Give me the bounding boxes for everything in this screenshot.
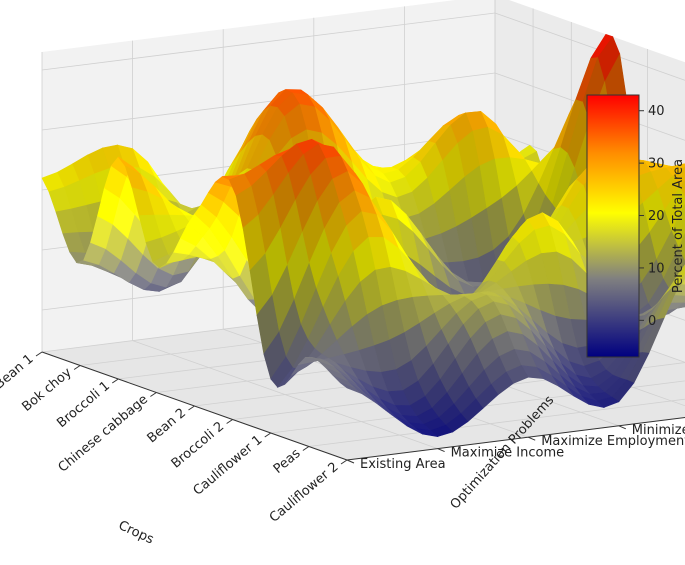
crop-tick-label: Bok choy — [19, 365, 75, 415]
grid-line-z — [41, 12, 685, 81]
colorbar-tick-label: 40 — [648, 104, 665, 119]
crop-tick — [35, 351, 43, 357]
problem-tick-label: Minimize Fertilizer — [632, 423, 685, 438]
problem-tick-label: Existing Area — [360, 457, 446, 472]
crop-tick — [340, 459, 348, 465]
problem-tick — [346, 459, 355, 464]
colorbar-tick-label: 20 — [648, 209, 665, 224]
surface-patch — [339, 382, 363, 395]
colorbar-label: Percent of Total Area — [671, 159, 685, 293]
crop-tick — [264, 432, 272, 438]
crop-tick-label: Peas — [271, 446, 304, 477]
crop-tick-label: Chinese cabbage — [56, 392, 151, 475]
crop-tick — [188, 405, 195, 411]
grid-line-z — [41, 72, 685, 141]
problem-tick — [618, 425, 626, 430]
crop-tick — [150, 392, 157, 397]
problem-tick — [437, 448, 445, 453]
colorbar-tick-label: 10 — [648, 261, 665, 276]
crop-tick-label: Bean 1 — [0, 352, 37, 393]
crop-tick — [302, 446, 310, 451]
grid-line-crop — [308, 398, 685, 447]
problem-tick-label: Maximize Employment — [541, 434, 685, 449]
problem-tick — [528, 436, 536, 441]
colorbar: 0 10 20 30 40 Percent of Total Area — [586, 94, 685, 358]
problem-tick-label: Maximize Income — [451, 446, 565, 461]
crop-tick — [111, 378, 119, 384]
colorbar-tick-label: 30 — [648, 157, 665, 172]
crop-tick — [73, 365, 81, 370]
grid-line-problem — [132, 40, 438, 449]
crop-tick — [226, 419, 233, 424]
crop-tick-label: Bean 2 — [145, 406, 190, 447]
problems-axis-line — [346, 416, 685, 461]
colorbar-gradient — [586, 94, 640, 358]
colorbar-tick-label: 0 — [648, 314, 656, 329]
crops-axis-title: Crops — [116, 518, 156, 547]
surface — [41, 33, 685, 438]
